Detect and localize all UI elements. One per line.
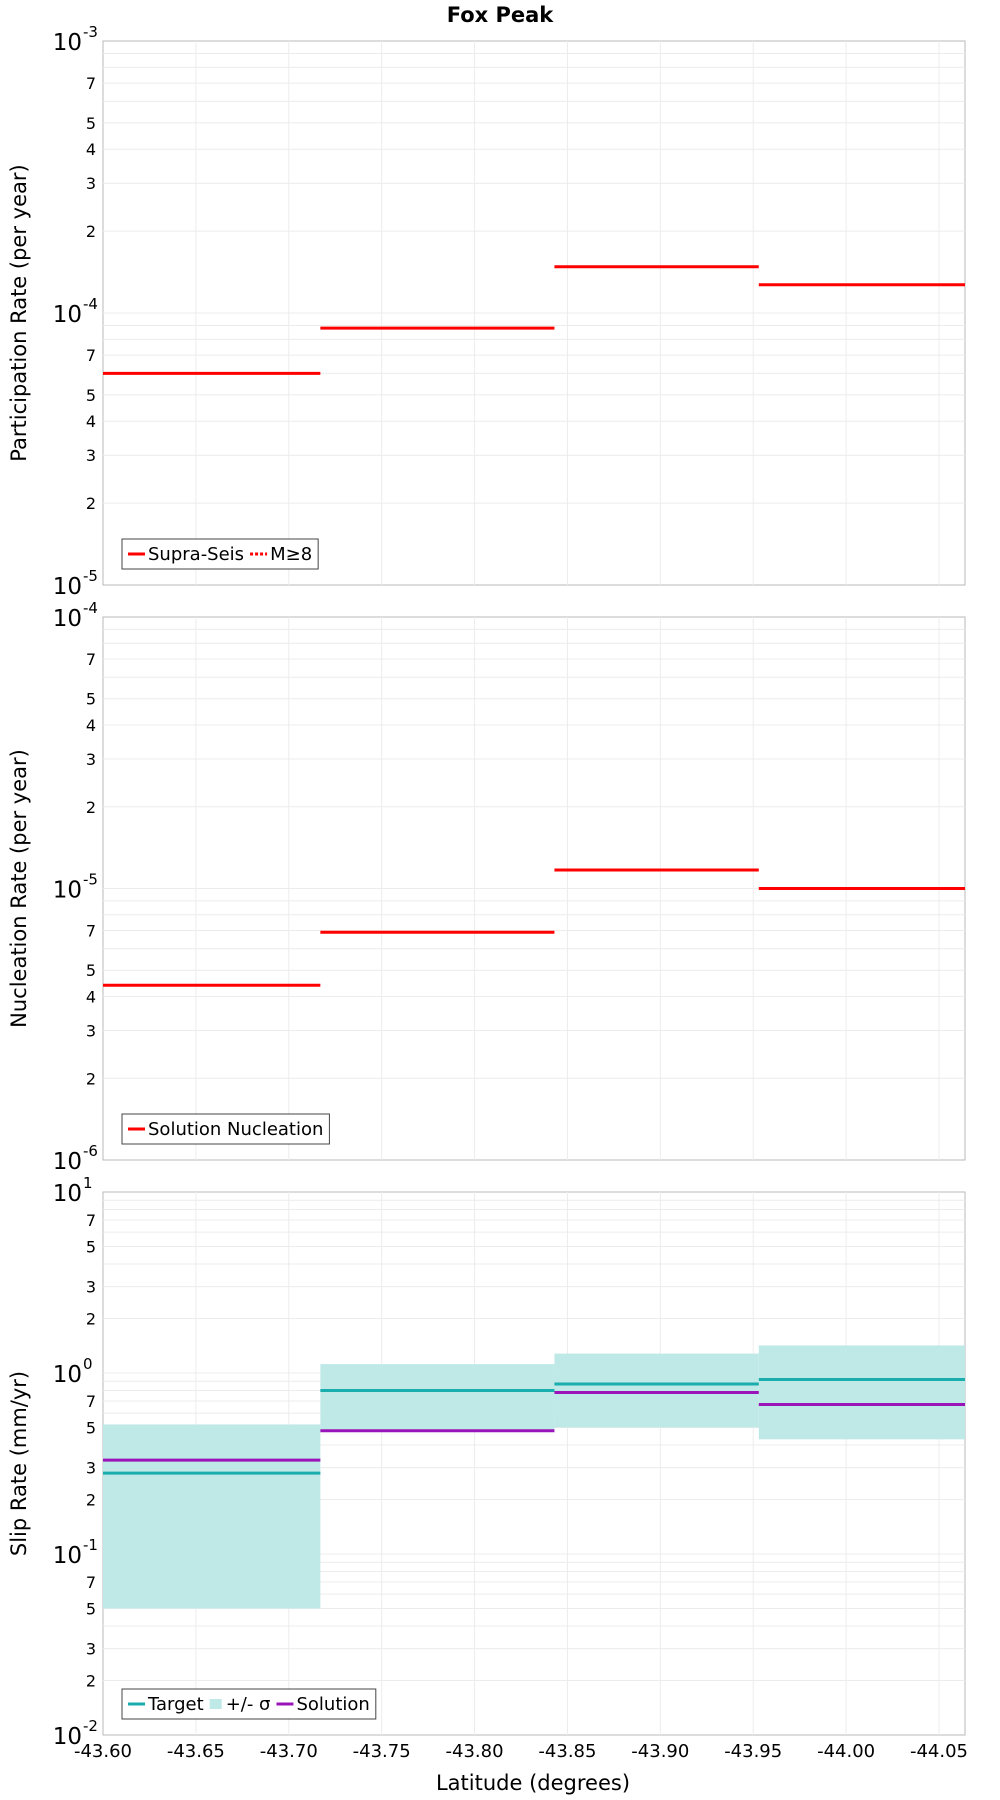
y-minor-tick-label: 7: [86, 74, 96, 93]
y-minor-tick-label: 7: [86, 1392, 96, 1411]
y-axis-label: Participation Rate (per year): [7, 164, 31, 461]
y-tick-base: 10: [53, 1149, 82, 1175]
band-segment: [103, 1424, 321, 1609]
band-segment: [320, 1364, 555, 1431]
y-tick-exponent: -5: [83, 567, 98, 585]
y-minor-tick-label: 3: [86, 1640, 96, 1659]
legend-swatch: [209, 1699, 222, 1709]
y-tick-base: 10: [53, 1362, 82, 1388]
y-minor-tick-label: 5: [86, 1237, 96, 1256]
band-segment: [758, 1345, 965, 1440]
y-tick-base: 10: [53, 1543, 82, 1569]
y-major-tick-label: 10 -4: [53, 295, 98, 328]
x-tick-label: -43.60: [74, 1741, 132, 1762]
legend: Supra-Seis M≥8: [121, 538, 319, 570]
legend-label: Solution Nucleation: [148, 1119, 323, 1140]
x-tick-label: -43.80: [446, 1741, 504, 1762]
y-minor-tick-label: 3: [86, 1278, 96, 1297]
y-tick-base: 10: [53, 574, 82, 600]
y-tick-base: 10: [53, 878, 82, 904]
legend-box: [121, 538, 319, 570]
y-minor-tick-label: 2: [86, 1491, 96, 1510]
y-minor-tick-label: 7: [86, 1211, 96, 1230]
y-minor-tick-label: 7: [86, 650, 96, 669]
legend-label: M≥8: [270, 544, 312, 565]
y-major-tick-label: 10 0: [53, 1355, 93, 1388]
chart-title: Fox Peak: [447, 3, 555, 27]
band-segment: [554, 1353, 759, 1428]
y-major-tick-label: 10 -3: [53, 23, 98, 56]
y-minor-tick-label: 5: [86, 1599, 96, 1618]
y-tick-base: 10: [53, 1724, 82, 1750]
y-axis-label: Nucleation Rate (per year): [7, 749, 31, 1028]
x-tick-label: -43.70: [260, 1741, 318, 1762]
y-major-tick-label: 10 -4: [53, 599, 98, 632]
y-tick-base: 10: [53, 30, 82, 56]
y-minor-tick-label: 5: [86, 690, 96, 709]
y-minor-tick-label: 5: [86, 386, 96, 405]
y-minor-tick-label: 2: [86, 1310, 96, 1329]
y-minor-tick-label: 2: [86, 1069, 96, 1088]
x-tick-label: -43.75: [353, 1741, 411, 1762]
x-tick-label: -44.05: [910, 1741, 968, 1762]
y-minor-tick-label: 2: [86, 1672, 96, 1691]
legend: Solution Nucleation: [121, 1113, 330, 1145]
y-major-tick-label: 10 1: [53, 1174, 93, 1207]
y-minor-tick-label: 2: [86, 222, 96, 241]
x-tick-label: -43.85: [538, 1741, 596, 1762]
legend-box: [121, 1688, 377, 1720]
x-tick-label: -44.00: [817, 1741, 875, 1762]
y-tick-exponent: 1: [83, 1174, 93, 1192]
y-major-tick-label: 10 -2: [53, 1717, 98, 1750]
y-tick-exponent: 0: [83, 1355, 93, 1373]
y-minor-tick-label: 3: [86, 750, 96, 769]
y-minor-tick-label: 4: [86, 716, 96, 735]
y-minor-tick-label: 5: [86, 961, 96, 980]
y-major-tick-label: 10 -5: [53, 871, 98, 904]
legend-box: [121, 1113, 330, 1145]
y-minor-tick-label: 3: [86, 174, 96, 193]
x-tick-label: -43.90: [631, 1741, 689, 1762]
y-tick-exponent: -2: [83, 1717, 98, 1735]
y-minor-tick-label: 4: [86, 140, 96, 159]
y-minor-tick-label: 7: [86, 346, 96, 365]
y-minor-tick-label: 2: [86, 798, 96, 817]
y-minor-tick-label: 7: [86, 1573, 96, 1592]
y-tick-exponent: -6: [83, 1142, 98, 1160]
x-tick-label: -43.95: [724, 1741, 782, 1762]
y-minor-tick-label: 2: [86, 494, 96, 513]
y-tick-base: 10: [53, 1181, 82, 1207]
y-minor-tick-label: 3: [86, 1021, 96, 1040]
legend-label: Target: [147, 1694, 204, 1715]
y-tick-base: 10: [53, 302, 82, 328]
x-tick-label: -43.65: [167, 1741, 225, 1762]
y-tick-exponent: -4: [83, 295, 98, 313]
legend-label: +/- σ: [226, 1694, 271, 1715]
legend-label: Solution: [296, 1694, 369, 1715]
y-minor-tick-label: 3: [86, 1459, 96, 1478]
y-tick-exponent: -4: [83, 599, 98, 617]
y-minor-tick-label: 5: [86, 1418, 96, 1437]
y-major-tick-label: 10 -1: [53, 1536, 98, 1569]
y-minor-tick-label: 7: [86, 922, 96, 941]
y-tick-exponent: -3: [83, 23, 98, 41]
x-axis-label: Latitude (degrees): [436, 1771, 630, 1795]
y-tick-base: 10: [53, 606, 82, 632]
legend-label: Supra-Seis: [148, 544, 244, 565]
y-minor-tick-label: 4: [86, 988, 96, 1007]
y-tick-exponent: -1: [83, 1536, 98, 1554]
y-major-tick-label: 10 -5: [53, 567, 98, 600]
y-axis-label: Slip Rate (mm/yr): [7, 1371, 31, 1556]
y-major-tick-label: 10 -6: [53, 1142, 98, 1175]
y-minor-tick-label: 4: [86, 412, 96, 431]
y-tick-exponent: -5: [83, 871, 98, 889]
y-minor-tick-label: 3: [86, 446, 96, 465]
y-minor-tick-label: 5: [86, 114, 96, 133]
legend: Target +/- σ Solution: [121, 1688, 377, 1720]
